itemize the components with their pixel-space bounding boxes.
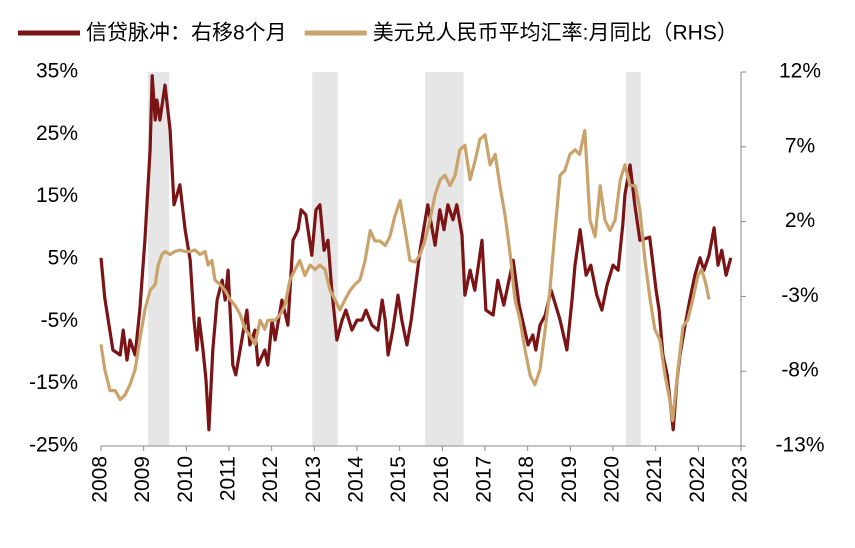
x-tick-label: 2013 [302,456,325,503]
x-tick-label: 2017 [473,456,496,503]
x-tick-label: 2020 [601,456,624,503]
y-tick-label: -25% [29,434,78,457]
y-tick-label: -5% [41,309,78,332]
y2-tick-label: -8% [781,359,818,382]
y-tick-label: -15% [29,371,78,394]
y-tick-label: 35% [36,60,78,83]
x-tick-label: 2023 [729,456,752,503]
shaded-period [312,72,338,446]
series-line [99,128,711,423]
x-tick-label: 2009 [131,456,154,503]
x-tick-label: 2021 [643,456,666,503]
x-tick-label: 2012 [259,456,282,503]
y-tick-label: 25% [36,122,78,145]
x-tick-label: 2008 [89,456,112,503]
legend-label: 信贷脉冲：右移8个月 [86,22,287,45]
y-tick-label: 5% [48,247,78,270]
series-line [99,74,733,432]
y-tick-label: 15% [36,184,78,207]
shaded-period [147,72,170,446]
x-tick-label: 2015 [387,456,410,503]
x-tick-label: 2018 [515,456,538,503]
x-tick-label: 2019 [558,456,581,503]
y2-tick-label: 7% [785,134,815,157]
x-tick-label: 2016 [430,456,453,503]
x-tick-label: 2014 [345,456,368,503]
x-tick-label: 2010 [174,456,197,503]
y2-tick-label: 2% [785,209,815,232]
x-tick-label: 2022 [686,456,709,503]
y2-tick-label: -3% [781,284,818,307]
x-tick-label: 2011 [217,456,240,501]
shaded-period [625,72,641,446]
y2-tick-label: -13% [775,434,824,457]
shaded-period [425,72,464,446]
y2-tick-label: 12% [779,60,821,83]
legend-label: 美元兑人民币平均汇率:月同比（RHS） [373,22,738,45]
